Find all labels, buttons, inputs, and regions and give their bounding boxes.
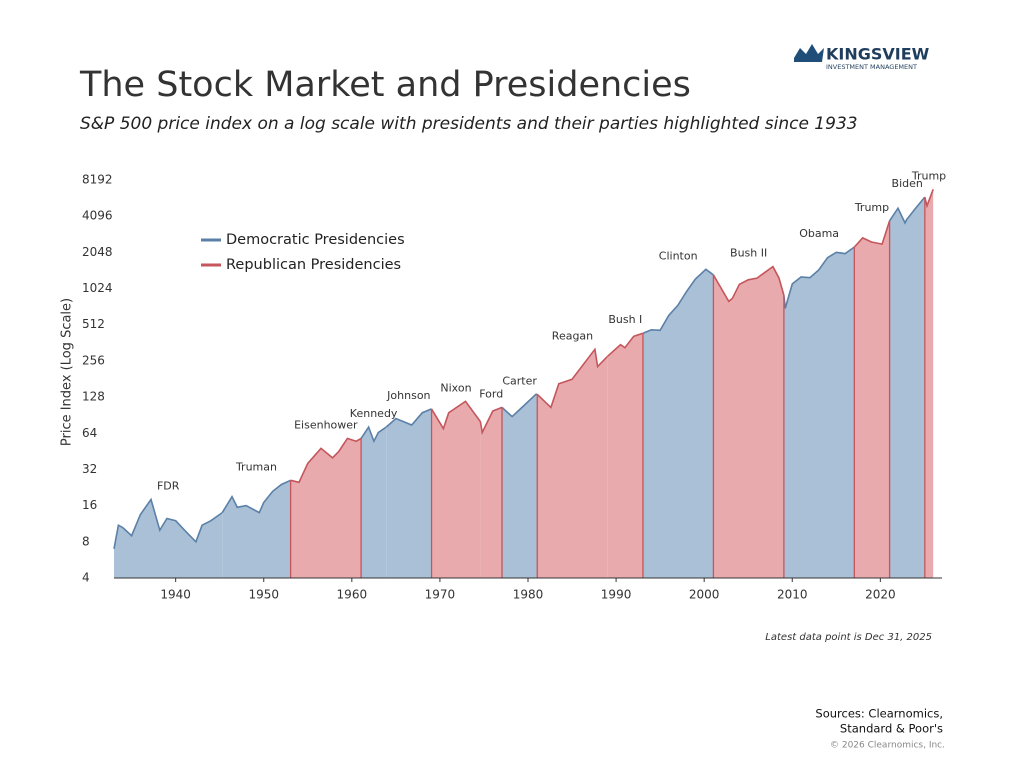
logo: KINGSVIEW INVESTMENT MANAGEMENT (794, 44, 930, 71)
price-line (853, 220, 891, 248)
legend-label: Democratic Presidencies (226, 232, 405, 248)
y-tick-label: 4 (82, 571, 90, 585)
y-tick-label: 1024 (82, 281, 113, 295)
x-tick-label: 1940 (160, 588, 191, 602)
price-line (783, 246, 855, 309)
price-line (113, 497, 223, 549)
presidency-area (713, 266, 784, 578)
presidency-label: Truman (235, 460, 277, 473)
x-tick-label: 1980 (513, 588, 544, 602)
y-tick-label: 512 (82, 317, 105, 331)
presidency-label: Carter (502, 374, 537, 387)
presidency-area (222, 480, 291, 578)
note: Latest data point is Dec 31, 2025 (765, 632, 932, 643)
presidency-label: Obama (799, 227, 839, 240)
presidency-area (643, 269, 714, 578)
y-tick-label: 64 (82, 426, 97, 440)
presidency-area (480, 407, 502, 578)
y-tick-label: 8 (82, 534, 90, 548)
presidency-area (361, 427, 387, 578)
presidency-label: Biden (892, 177, 923, 190)
x-tick-label: 1970 (425, 588, 456, 602)
presidency-area (607, 333, 643, 578)
presidency-area (889, 197, 925, 578)
presidency-area (386, 408, 432, 578)
chart-title: The Stock Market and Presidencies (79, 65, 691, 105)
y-tick-label: 256 (82, 353, 105, 367)
source: Sources: Clearnomics, (815, 707, 943, 721)
price-line (607, 332, 644, 357)
logo-name: KINGSVIEW (826, 45, 930, 64)
presidency-area (783, 247, 855, 578)
price-line (536, 347, 609, 409)
presidency-area (114, 499, 223, 578)
y-tick-label: 2048 (82, 245, 113, 259)
y-tick-label: 8192 (82, 173, 113, 187)
x-tick-label: 1990 (601, 588, 632, 602)
price-line (501, 393, 538, 418)
presidency-label: Nixon (440, 381, 471, 394)
presidency-label: Trump (854, 201, 889, 214)
price-line (642, 268, 714, 334)
x-tick-label: 1950 (248, 588, 279, 602)
presidency-area (924, 189, 934, 579)
presidency-label: Bush I (608, 313, 642, 326)
presidency-label: Reagan (552, 329, 593, 342)
y-tick-label: 32 (82, 462, 97, 476)
presidency-label: Ford (479, 387, 503, 400)
price-line (924, 189, 934, 209)
y-axis-label: Price Index (Log Scale) (60, 298, 75, 446)
price-line (385, 408, 432, 428)
presidency-area (854, 220, 890, 579)
price-line (290, 437, 362, 484)
presidency-area (537, 349, 608, 578)
legend-label: Republican Presidencies (226, 257, 401, 273)
logo-icon (794, 44, 824, 62)
presidency-label: Eisenhower (294, 418, 358, 431)
presidency-area (290, 438, 362, 578)
chart-subtitle: S&P 500 price index on a log scale with … (80, 114, 858, 134)
presidency-area (431, 401, 481, 578)
presidency-area (502, 394, 538, 578)
price-line (360, 425, 387, 444)
logo-tagline: INVESTMENT MANAGEMENT (826, 63, 917, 71)
copyright: © 2026 Clearnomics, Inc. (830, 741, 945, 751)
y-tick-label: 16 (82, 498, 97, 512)
price-line (712, 265, 785, 303)
source: Standard & Poor's (840, 722, 943, 736)
price-line (430, 400, 482, 431)
presidency-label: Kennedy (350, 407, 398, 420)
presidency-label: FDR (157, 479, 180, 492)
x-tick-label: 2000 (689, 588, 720, 602)
presidency-label: Bush II (730, 247, 767, 260)
price-line (479, 406, 503, 436)
price-line (888, 196, 926, 225)
x-tick-label: 2020 (865, 588, 896, 602)
y-tick-label: 128 (82, 390, 105, 404)
presidency-label: Clinton (659, 249, 698, 262)
presidency-label: Johnson (386, 389, 430, 402)
y-tick-label: 4096 (82, 209, 113, 223)
presidency-label: Trump (911, 169, 946, 182)
x-tick-label: 1960 (337, 588, 368, 602)
price-line (221, 479, 291, 514)
x-tick-label: 2010 (777, 588, 808, 602)
